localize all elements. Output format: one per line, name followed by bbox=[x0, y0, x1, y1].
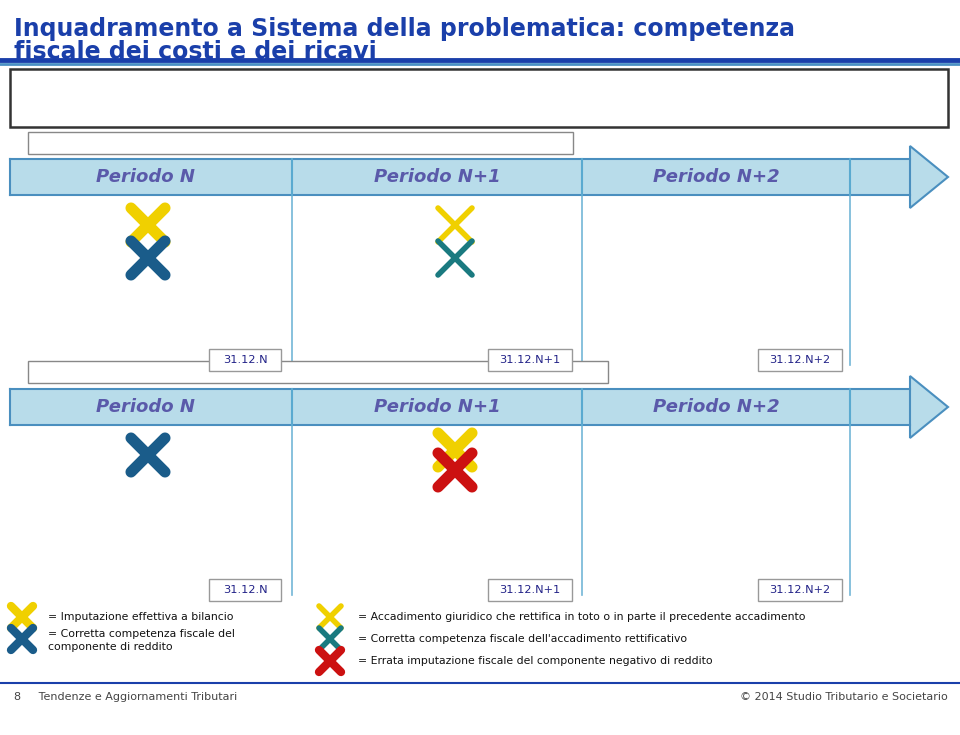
Text: = Corretta competenza fiscale dell'accadimento rettificativo: = Corretta competenza fiscale dell'accad… bbox=[358, 634, 687, 644]
Text: SENSI DELL'ART. 109 DEL TUIR: SENSI DELL'ART. 109 DEL TUIR bbox=[16, 90, 210, 100]
Text: Esempio di sopravvenienza passiva: Esempio di sopravvenienza passiva bbox=[34, 367, 236, 377]
Text: componente di reddito: componente di reddito bbox=[48, 642, 173, 652]
FancyBboxPatch shape bbox=[209, 349, 281, 371]
Text: Periodo N+1: Periodo N+1 bbox=[373, 398, 500, 416]
Polygon shape bbox=[910, 146, 948, 208]
Text: = Errata imputazione fiscale del componente negativo di reddito: = Errata imputazione fiscale del compone… bbox=[358, 656, 712, 666]
Text: 31.12.N: 31.12.N bbox=[223, 355, 267, 365]
FancyBboxPatch shape bbox=[10, 69, 948, 127]
Text: 31.12.N: 31.12.N bbox=[223, 585, 267, 595]
Text: © 2014 Studio Tributario e Societario: © 2014 Studio Tributario e Societario bbox=[740, 692, 948, 702]
Text: ex art. 109 del TUIR: ex art. 109 del TUIR bbox=[243, 367, 358, 377]
FancyBboxPatch shape bbox=[10, 159, 910, 195]
Text: = Accadimento giuridico che rettifica in toto o in parte il precedente accadimen: = Accadimento giuridico che rettifica in… bbox=[358, 612, 805, 622]
Text: 31.12.N+2: 31.12.N+2 bbox=[769, 585, 830, 595]
FancyBboxPatch shape bbox=[28, 132, 573, 154]
Text: SOPRAVVENIENZE PASSIVE DEDUCIBILI AI SENSI ART. 101 (4) DEL TUIR E SOPRAVVENIENZ: SOPRAVVENIENZE PASSIVE DEDUCIBILI AI SEN… bbox=[16, 75, 780, 85]
FancyBboxPatch shape bbox=[209, 579, 281, 601]
FancyBboxPatch shape bbox=[758, 349, 842, 371]
Polygon shape bbox=[910, 376, 948, 438]
Text: Periodo N+2: Periodo N+2 bbox=[653, 168, 780, 186]
Text: indeducibile: indeducibile bbox=[189, 367, 256, 377]
Text: 31.12.N+1: 31.12.N+1 bbox=[499, 585, 561, 595]
Text: = Corretta competenza fiscale del: = Corretta competenza fiscale del bbox=[48, 629, 235, 639]
Text: deducibile: deducibile bbox=[189, 138, 247, 148]
Text: = Imputazione effettiva a bilancio: = Imputazione effettiva a bilancio bbox=[48, 612, 233, 622]
FancyBboxPatch shape bbox=[488, 579, 572, 601]
Text: Periodo N+2: Periodo N+2 bbox=[653, 398, 780, 416]
Text: 8     Tendenze e Aggiornamenti Tributari: 8 Tendenze e Aggiornamenti Tributari bbox=[14, 692, 237, 702]
FancyBboxPatch shape bbox=[28, 361, 608, 383]
Text: Periodo N: Periodo N bbox=[97, 398, 196, 416]
Text: fiscale dei costi e dei ricavi: fiscale dei costi e dei ricavi bbox=[14, 40, 376, 64]
Text: Periodo N: Periodo N bbox=[97, 168, 196, 186]
FancyBboxPatch shape bbox=[758, 579, 842, 601]
Text: Esempio di sopravvenienza passiva: Esempio di sopravvenienza passiva bbox=[34, 138, 236, 148]
Text: Periodo N+1: Periodo N+1 bbox=[373, 168, 500, 186]
Text: 31.12.N+1: 31.12.N+1 bbox=[499, 355, 561, 365]
FancyBboxPatch shape bbox=[488, 349, 572, 371]
FancyBboxPatch shape bbox=[10, 389, 910, 425]
Text: 31.12.N+2: 31.12.N+2 bbox=[769, 355, 830, 365]
Text: Inquadramento a Sistema della problematica: competenza: Inquadramento a Sistema della problemati… bbox=[14, 17, 795, 41]
Text: ex art. 101 (4) del TUIR: ex art. 101 (4) del TUIR bbox=[234, 138, 368, 148]
